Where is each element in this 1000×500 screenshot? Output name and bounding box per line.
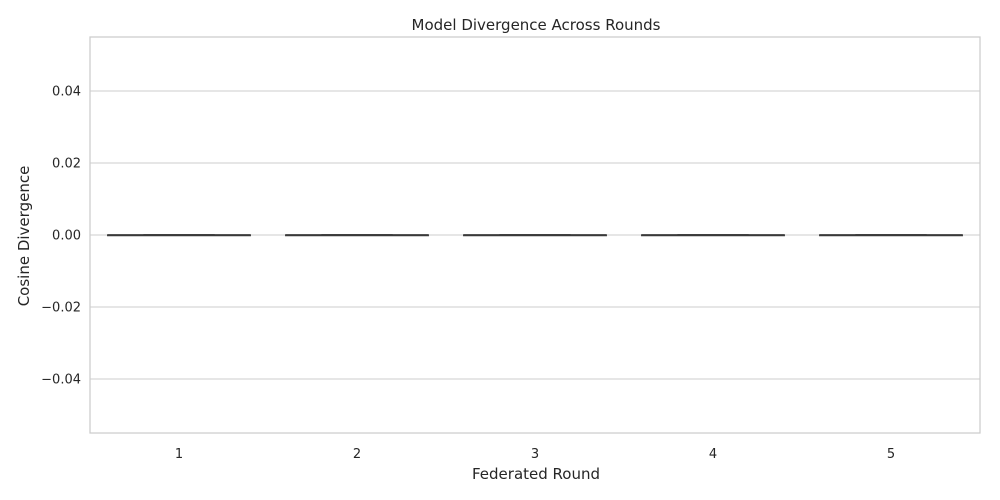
x-tick-labels: 1 2 3 4 5 [175, 447, 895, 462]
y-tick-label: 0.04 [52, 85, 81, 100]
box-round-3 [463, 234, 607, 237]
chart-title: Model Divergence Across Rounds [412, 16, 661, 34]
x-tick-label: 5 [887, 447, 895, 462]
x-tick-label: 3 [531, 447, 539, 462]
y-tick-labels: −0.04 −0.02 0.00 0.02 0.04 [41, 85, 81, 388]
plot-frame [89, 36, 981, 434]
box-round-4 [641, 234, 785, 237]
y-tick-label: −0.04 [41, 373, 81, 388]
y-tick-label: −0.02 [41, 301, 81, 316]
y-axis-label: Cosine Divergence [15, 166, 33, 307]
box-layer [107, 234, 963, 237]
box-round-2 [285, 234, 429, 237]
x-tick-label: 4 [709, 447, 717, 462]
box-round-1 [107, 234, 251, 237]
box-round-5 [819, 234, 963, 237]
x-axis-label: Federated Round [472, 465, 600, 483]
x-tick-label: 1 [175, 447, 183, 462]
y-tick-label: 0.00 [52, 229, 81, 244]
y-tick-label: 0.02 [52, 157, 81, 172]
x-tick-label: 2 [353, 447, 361, 462]
